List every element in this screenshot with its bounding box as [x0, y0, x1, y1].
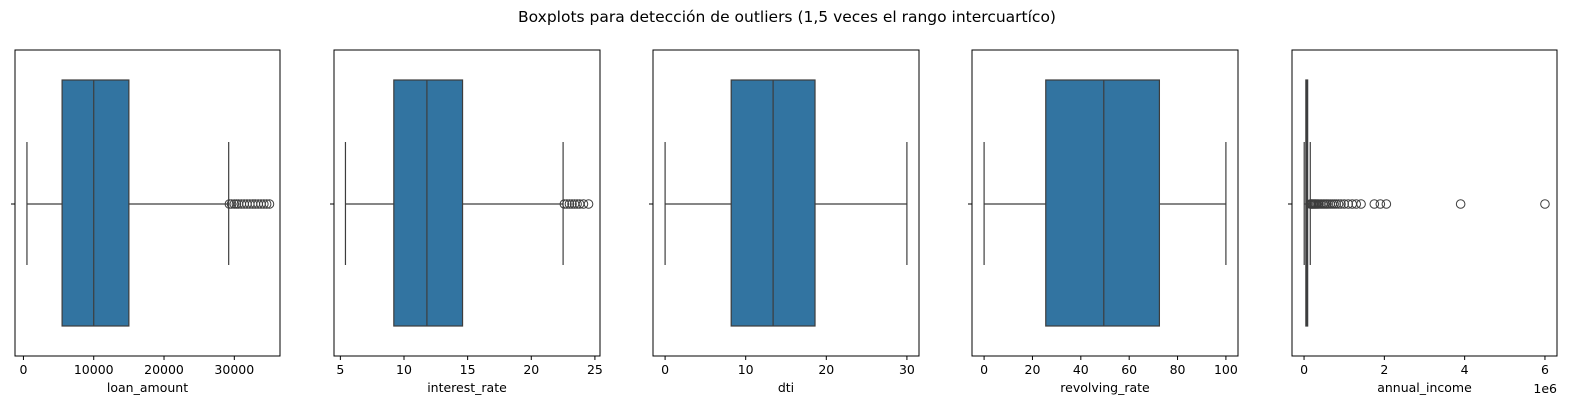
- x-axis-label: interest_rate: [427, 380, 507, 395]
- x-tick-label: 20: [818, 362, 834, 377]
- x-tick-label: 10: [738, 362, 754, 377]
- x-axis-label: annual_income: [1377, 380, 1472, 395]
- x-tick-label: 20: [1025, 362, 1041, 377]
- x-axis-label: loan_amount: [107, 380, 188, 395]
- outlier-point: [1339, 199, 1349, 209]
- outlier-point: [226, 199, 237, 209]
- outlier-point: [1331, 199, 1341, 209]
- outlier-point: [1369, 199, 1380, 209]
- iqr-box: [393, 79, 464, 327]
- outlier-point: [264, 199, 275, 209]
- x-tick-label: 5: [336, 362, 344, 377]
- outlier-point: [564, 199, 575, 209]
- x-tick-label: 60: [1121, 362, 1137, 377]
- x-tick-label: 0: [661, 362, 669, 377]
- boxplot-panel-loan_amount: 0 10000 20000 30000 loan_amount: [11, 49, 281, 395]
- iqr-box: [1045, 79, 1161, 327]
- x-axis-label: revolving_rate: [1060, 380, 1150, 395]
- outlier-point: [1381, 199, 1392, 209]
- outlier-point: [1336, 199, 1346, 209]
- outlier-point: [572, 199, 582, 209]
- boxplot-panel-annual_income: 0 2 4 6 annual_income 1e6: [1288, 49, 1558, 396]
- x-tick-label: 15: [460, 362, 476, 377]
- boxplot-panel-revolving_rate: 0 20 40 60 80 100 revolving_rate: [968, 49, 1239, 395]
- x-tick-label: 20000: [144, 362, 184, 377]
- axes-frame: [971, 49, 1239, 357]
- outlier-point: [259, 199, 269, 209]
- axes-frame: [652, 49, 920, 357]
- x-offset-label: 1e6: [1533, 381, 1557, 396]
- x-axis-label: dti: [778, 380, 794, 395]
- x-tick-label: 40: [1073, 362, 1089, 377]
- x-tick-label: 4: [1461, 362, 1469, 377]
- x-tick-label: 0: [980, 362, 988, 377]
- outlier-point: [583, 199, 594, 209]
- x-tick-label: 10: [396, 362, 412, 377]
- axes-frame: [1291, 49, 1558, 357]
- x-tick-label: 30: [899, 362, 915, 377]
- x-tick-label: 0: [1300, 362, 1308, 377]
- outlier-point: [1333, 199, 1344, 209]
- x-tick-label: 30000: [214, 362, 254, 377]
- x-tick-label: 0: [19, 362, 27, 377]
- x-tick-label: 80: [1170, 362, 1186, 377]
- outlier-point: [1455, 199, 1466, 209]
- x-tick-label: 6: [1541, 362, 1549, 377]
- outlier-point: [567, 199, 577, 209]
- axes-frame: [14, 49, 281, 357]
- x-tick-label: 20: [523, 362, 539, 377]
- outlier-point: [1356, 199, 1366, 209]
- axes-frame: [333, 49, 601, 357]
- outlier-point: [1351, 199, 1362, 209]
- iqr-box: [61, 79, 130, 327]
- outlier-point: [578, 199, 589, 209]
- outlier-point: [562, 199, 572, 209]
- figure-title: Boxplots para detección de outliers (1,5…: [518, 8, 1056, 26]
- x-tick-label: 25: [587, 362, 603, 377]
- x-tick-label: 100: [1214, 362, 1238, 377]
- boxplot-panel-dti: 0 10 20 30 dti: [649, 49, 920, 395]
- x-tick-label: 2: [1380, 362, 1388, 377]
- x-tick-label: 10000: [74, 362, 114, 377]
- outlier-point: [1375, 199, 1386, 209]
- boxplot-panel-interest_rate: 5 10 15 20 25 interest_rate: [330, 49, 603, 395]
- outlier-point: [559, 199, 570, 209]
- outlier-point: [1540, 199, 1550, 209]
- outlier-point: [1343, 199, 1354, 209]
- outlier-point: [261, 199, 272, 209]
